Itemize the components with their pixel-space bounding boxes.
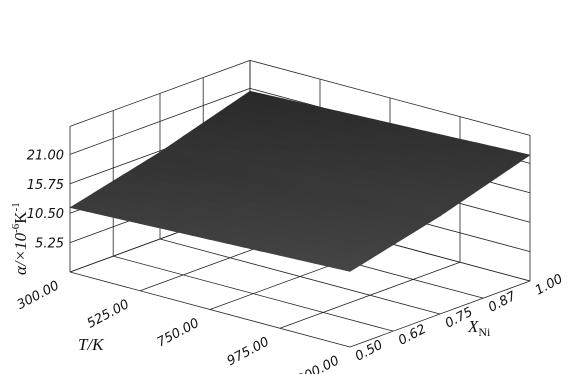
z-axis-label-unit-sup: -1 <box>10 202 22 211</box>
y-tick-label-1: 0.62 <box>396 322 429 349</box>
x-tick-label-4: 1200.00 <box>287 353 342 374</box>
y-axis-label-main: X <box>467 317 479 336</box>
z-axis-label-unit: K <box>11 211 30 224</box>
y-axis-label-sub: Ni <box>478 325 491 339</box>
z-axis-label: α/×10-6K-1 <box>10 202 30 275</box>
surface-cell-15-0 <box>331 260 363 272</box>
z-tick-label-3: 21.00 <box>27 148 64 163</box>
left-wall-horizontal-5 <box>69 60 251 127</box>
y-axis-label: XNi <box>467 317 491 339</box>
floor-grid-x-1 <box>113 255 394 332</box>
floor-grid-x-2 <box>159 238 441 315</box>
y-tick-label-4: 1.00 <box>533 272 566 299</box>
back-wall-horizontal-5 <box>249 60 531 136</box>
y-tick-label-3: 0.87 <box>486 289 519 316</box>
floor-grid-x-0 <box>69 271 351 348</box>
left-wall-horizontal-4 <box>69 88 251 155</box>
z-tick-label-1: 10.50 <box>27 207 64 222</box>
z-axis-label-sup: -6 <box>10 223 22 233</box>
x-axis-label: T/K <box>78 335 105 354</box>
z-tick-label-0: 5.25 <box>35 237 64 252</box>
x-tick-label-2: 750.00 <box>155 316 202 351</box>
z-axis-label-main: α/×10 <box>11 232 30 275</box>
x-tick-label-3: 975.00 <box>225 335 272 370</box>
z-tick-label-2: 15.75 <box>27 178 64 193</box>
y-tick-label-0: 0.50 <box>353 338 386 365</box>
surface-plot <box>69 90 531 272</box>
x-tick-label-0: 300.00 <box>15 278 62 313</box>
x-tick-label-1: 525.00 <box>85 297 132 332</box>
